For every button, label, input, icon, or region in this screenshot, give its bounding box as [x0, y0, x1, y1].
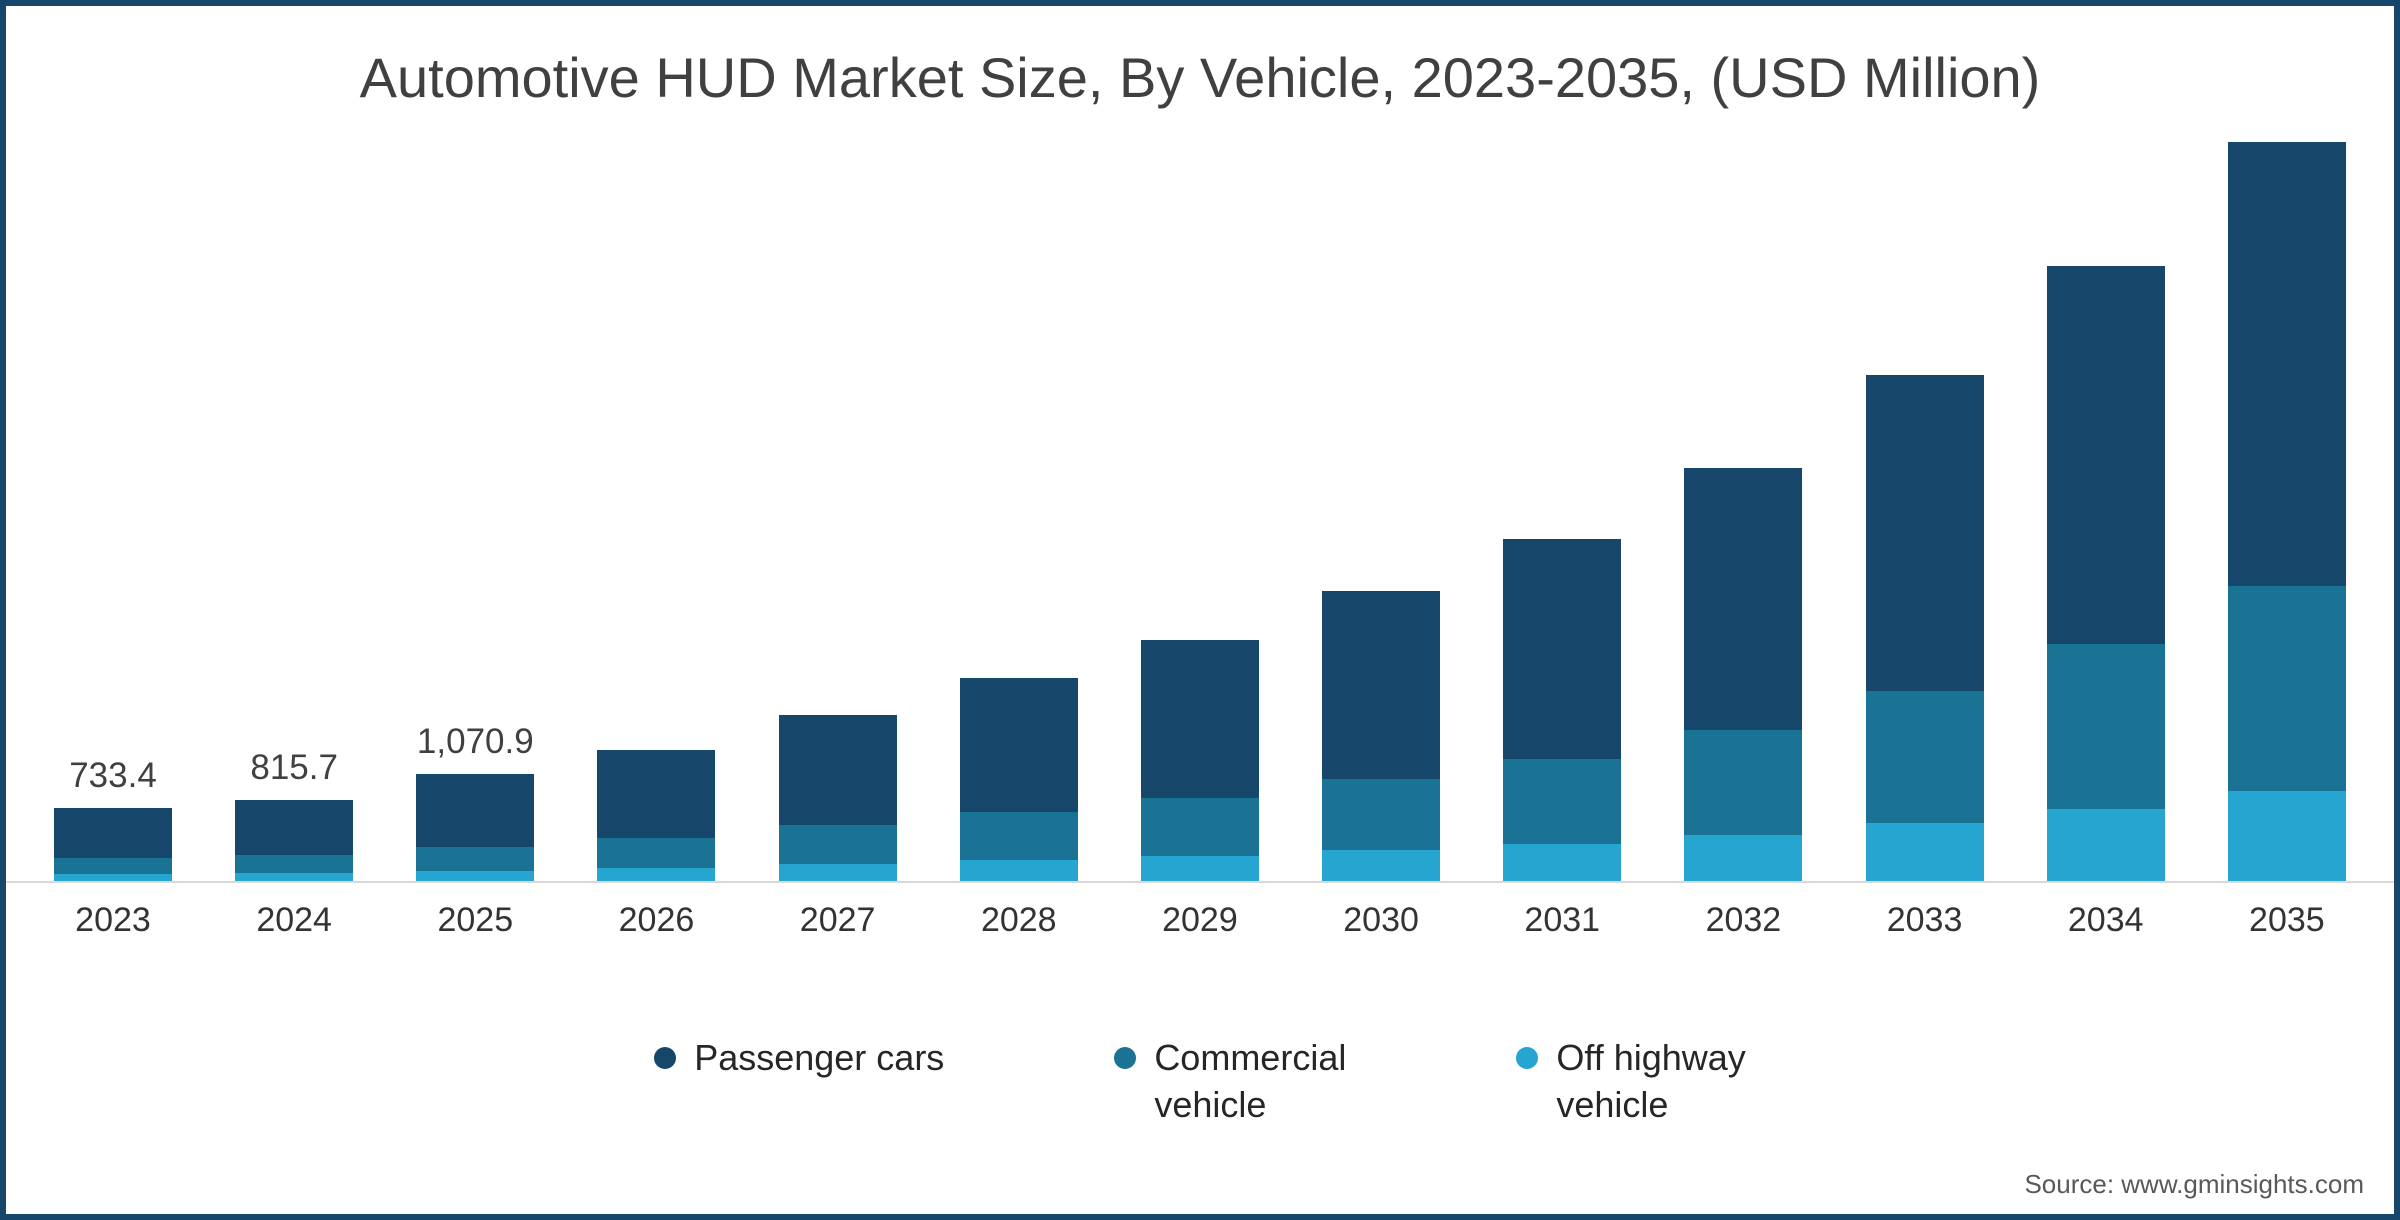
segment-commercial-vehicle-2027 — [778, 825, 897, 865]
x-axis-label-2028: 2028 — [980, 901, 1057, 940]
legend-dot-icon-commercial-vehicle — [1114, 1047, 1137, 1070]
x-axis-label-2034: 2034 — [2067, 901, 2144, 940]
bar-2029 — [1140, 639, 1259, 882]
x-axis-label-2033: 2033 — [1886, 901, 1963, 940]
x-axis-label-2024: 2024 — [256, 901, 332, 940]
segment-off-highway-vehicle-2027 — [778, 864, 897, 882]
segment-commercial-vehicle-2035 — [2227, 586, 2346, 792]
bar-2034 — [2046, 266, 2165, 882]
segment-commercial-vehicle-2034 — [2046, 644, 2165, 810]
chart-title: Automotive HUD Market Size, By Vehicle, … — [359, 46, 2041, 109]
segment-passenger-cars-2032 — [1684, 468, 1803, 731]
segment-off-highway-vehicle-2028 — [959, 860, 1078, 882]
x-axis-label-2031: 2031 — [1524, 901, 1601, 940]
segment-commercial-vehicle-2032 — [1684, 730, 1803, 836]
legend-item-passenger-cars: Passenger cars — [654, 1035, 944, 1082]
legend: Passenger cars Commercial vehicle Off high… — [6, 1035, 2394, 1129]
x-axis-label-2032: 2032 — [1705, 901, 1782, 940]
bar-2035 — [2227, 142, 2346, 882]
legend-item-off-highway-vehicle: Off highway vehicle — [1516, 1035, 1746, 1129]
x-axis-label-2035: 2035 — [2249, 901, 2325, 940]
segment-passenger-cars-2023 — [54, 807, 172, 859]
segment-passenger-cars-2028 — [959, 677, 1078, 813]
segment-passenger-cars-2034 — [2046, 266, 2165, 645]
segment-passenger-cars-2031 — [1503, 538, 1622, 759]
bar-2024: 815.7 — [235, 747, 354, 882]
segment-commercial-vehicle-2030 — [1322, 779, 1441, 851]
legend-label-passenger-cars: Passenger cars — [694, 1037, 945, 1079]
segment-off-highway-vehicle-2024 — [235, 873, 354, 882]
bar-2028 — [959, 677, 1078, 882]
segment-commercial-vehicle-2028 — [959, 812, 1078, 861]
segment-commercial-vehicle-2026 — [597, 838, 716, 869]
segment-commercial-vehicle-2024 — [235, 855, 354, 874]
bars-container: 733.4 815.7 1,070.9 — [6, 121, 2394, 882]
legend-dot-icon-passenger-cars — [654, 1047, 677, 1070]
segment-passenger-cars-2033 — [1865, 374, 1984, 692]
segment-passenger-cars-2035 — [2227, 142, 2346, 587]
source-attribution: Source: www.gminsights.com — [2024, 1169, 2364, 1199]
segment-commercial-vehicle-2025 — [416, 846, 535, 871]
bar-2030 — [1322, 590, 1441, 882]
x-axis-label-2023: 2023 — [75, 901, 151, 940]
bar-2031 — [1503, 538, 1622, 882]
bar-2032 — [1684, 468, 1803, 882]
x-axis-label-2025: 2025 — [437, 901, 514, 940]
segment-commercial-vehicle-2033 — [1865, 691, 1984, 824]
segment-off-highway-vehicle-2031 — [1503, 843, 1622, 882]
bar-2033 — [1865, 374, 1984, 882]
segment-off-highway-vehicle-2035 — [2227, 791, 2346, 882]
segment-passenger-cars-2025 — [416, 774, 535, 847]
segment-commercial-vehicle-2023 — [54, 858, 172, 875]
bar-2027 — [778, 714, 897, 882]
segment-off-highway-vehicle-2033 — [1865, 823, 1984, 882]
x-axis-label-2029: 2029 — [1162, 901, 1238, 940]
segment-off-highway-vehicle-2030 — [1322, 850, 1441, 882]
segment-passenger-cars-2026 — [597, 749, 716, 839]
segment-off-highway-vehicle-2026 — [597, 868, 716, 882]
plot-area: 733.4 815.7 1,070.9 — [6, 121, 2394, 882]
x-axis-label-2027: 2027 — [799, 901, 876, 940]
segment-passenger-cars-2027 — [778, 714, 897, 826]
segment-commercial-vehicle-2031 — [1503, 758, 1622, 844]
x-axis-line — [6, 881, 2394, 884]
legend-label-off-highway-vehicle: Off highway vehicle — [1556, 1037, 1746, 1125]
bar-2025: 1,070.9 — [416, 722, 535, 882]
segment-off-highway-vehicle-2034 — [2046, 809, 2165, 882]
bar-2026 — [597, 749, 716, 882]
legend-item-commercial-vehicle: Commercial vehicle — [1114, 1035, 1346, 1129]
segment-off-highway-vehicle-2029 — [1140, 855, 1259, 882]
x-axis-label-2026: 2026 — [618, 901, 695, 940]
x-axis-label-2030: 2030 — [1343, 901, 1419, 940]
legend-dot-icon-off-highway-vehicle — [1516, 1047, 1539, 1070]
segment-off-highway-vehicle-2025 — [416, 870, 535, 882]
segment-passenger-cars-2030 — [1322, 590, 1441, 780]
segment-passenger-cars-2024 — [235, 799, 354, 856]
bar-total-label-2023: 733.4 — [69, 755, 157, 795]
bar-2023: 733.4 — [54, 755, 172, 882]
legend-label-commercial-vehicle: Commercial vehicle — [1154, 1037, 1347, 1125]
segment-off-highway-vehicle-2023 — [54, 874, 172, 882]
x-axis-labels: 2023 2024 2025 2026 2027 2028 2029 2030 2031 2032… — [6, 901, 2394, 940]
bar-total-label-2025: 1,070.9 — [416, 722, 534, 762]
segment-off-highway-vehicle-2032 — [1684, 835, 1803, 882]
bar-total-label-2024: 815.7 — [250, 747, 338, 787]
segment-commercial-vehicle-2029 — [1140, 797, 1259, 856]
segment-passenger-cars-2029 — [1140, 639, 1259, 798]
